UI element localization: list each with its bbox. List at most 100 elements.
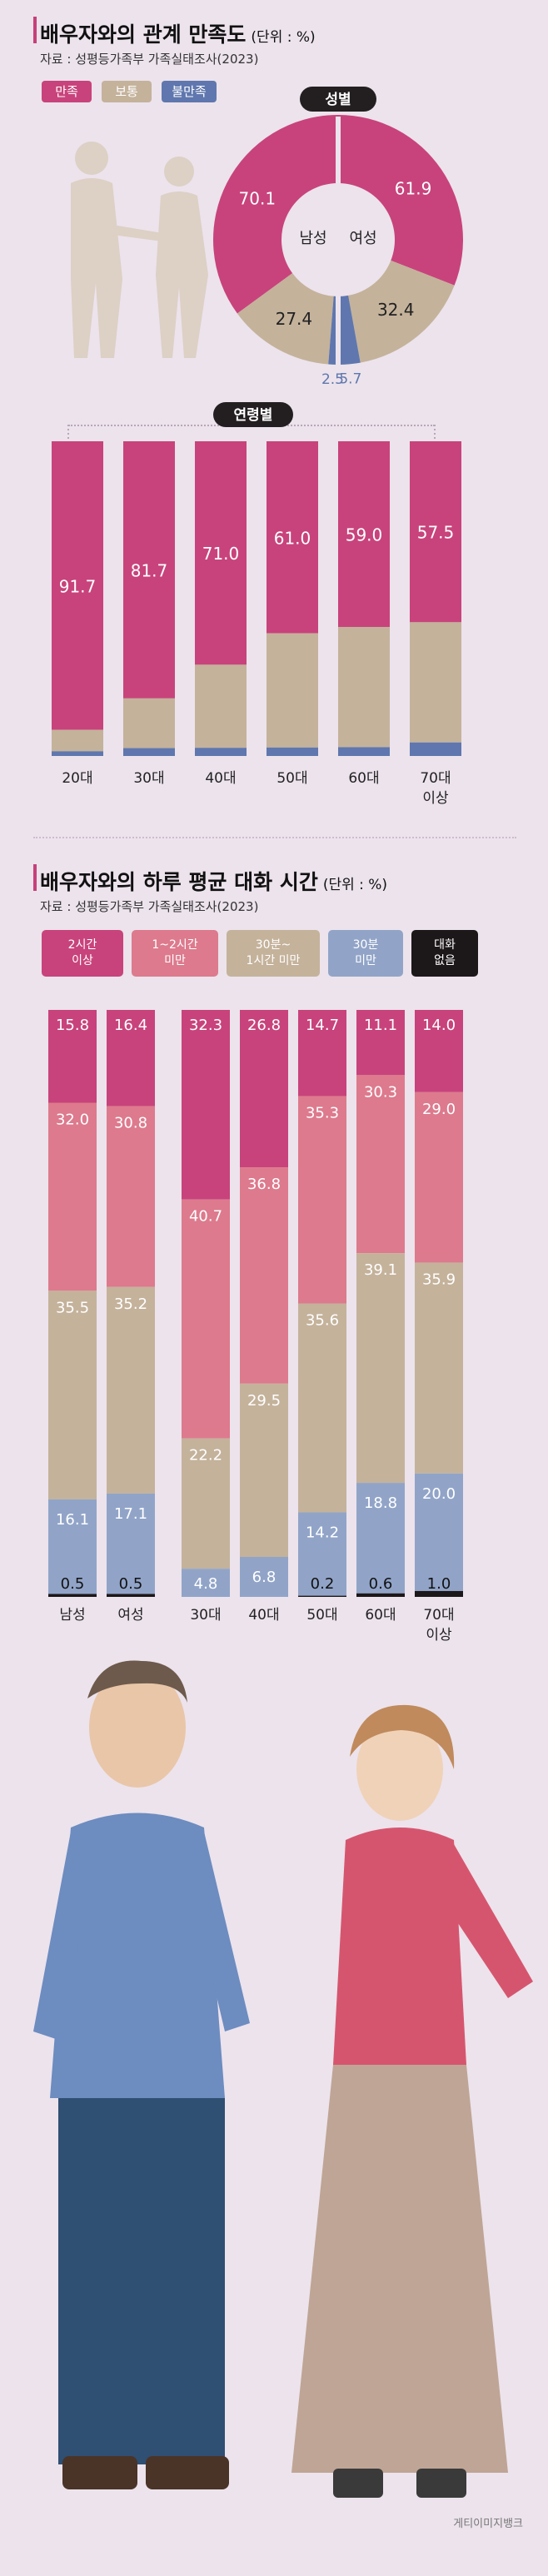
section2-title: 배우자와의 하루 평균 대화 시간 (단위 : %) <box>40 870 388 894</box>
section1-accent-bar <box>33 17 37 43</box>
section1-source: 자료 : 성평등가족부 가족실태조사(2023) <box>40 52 259 67</box>
talk-bar-1-1 <box>107 1106 155 1287</box>
age-bar-5-0 <box>410 441 461 623</box>
talk-category-4: 50대 <box>306 1607 337 1624</box>
talk-bar-1-2 <box>107 1286 155 1494</box>
age-bar-label-3: 61.0 <box>274 528 311 548</box>
age-bar-1-0 <box>123 441 175 699</box>
talk-bar-label-3-3: 6.8 <box>252 1569 276 1586</box>
talk-bar-label-0-3: 16.1 <box>56 1511 89 1529</box>
talk-bar-6-1 <box>415 1092 463 1263</box>
age-satisfaction-chart: 연령별 91.7 20대 81.7 30대 71.0 40대 61.0 50대 59.0 60대 5… <box>52 402 461 807</box>
talk-bar-0-3 <box>48 1499 97 1594</box>
age-bar-0-2 <box>52 751 103 756</box>
talk-bar-label-5-3: 18.8 <box>364 1494 397 1512</box>
section1-title: 배우자와의 관계 만족도 (단위 : %) <box>40 22 316 47</box>
age-category-0: 20대 <box>62 770 92 787</box>
talk-bar-label-2-2: 22.2 <box>189 1447 222 1465</box>
donut-slice-female-0 <box>338 115 463 286</box>
talk-bar-3-0 <box>240 1010 288 1168</box>
age-bar-label-4: 59.0 <box>346 525 383 545</box>
talk-bar-5-1 <box>356 1075 405 1254</box>
talk-bar-5-0 <box>356 1010 405 1076</box>
talk-bar-6-3 <box>415 1473 463 1591</box>
talk-bar-label-1-2: 35.2 <box>114 1295 147 1313</box>
donut-label-female-1: 32.4 <box>377 300 415 320</box>
talk-bar-label-0-4: 0.5 <box>61 1575 85 1593</box>
talk-bar-label-4-1: 35.3 <box>306 1105 339 1122</box>
talk-bar-label-6-2: 35.9 <box>422 1271 456 1288</box>
donut-divider <box>336 117 341 366</box>
talk-bar-label-2-3: 4.8 <box>194 1575 218 1593</box>
watermark: 게티이미지뱅크 <box>453 2518 523 2530</box>
age-category-2: 40대 <box>205 770 236 787</box>
talk-category-1: 여성 <box>117 1607 143 1624</box>
donut-slice-male-0 <box>213 115 338 314</box>
talk-bar-label-4-3: 14.2 <box>306 1524 339 1541</box>
talk-bar-label-4-2: 35.6 <box>306 1312 339 1330</box>
age-bar-2-1 <box>195 664 247 748</box>
age-category-1: 30대 <box>133 770 164 787</box>
section2-unit: (단위 : %) <box>322 877 388 893</box>
talk-bar-4-2 <box>298 1303 346 1513</box>
age-bar-0-0 <box>52 441 103 730</box>
age-label: 연령별 <box>234 406 273 424</box>
legend-30min-1h: 30분~ 1시간 미만 <box>227 930 320 977</box>
talk-bar-1-0 <box>107 1010 155 1106</box>
talk-bar-3-1 <box>240 1167 288 1384</box>
talk-bar-label-5-4: 0.6 <box>369 1575 393 1593</box>
donut-label-female-2: 5.7 <box>339 370 361 387</box>
talk-bar-label-0-1: 32.0 <box>56 1111 89 1129</box>
talk-bar-label-3-2: 29.5 <box>247 1392 281 1410</box>
talk-bar-label-0-2: 35.5 <box>56 1299 89 1316</box>
age-bar-1-2 <box>123 748 175 756</box>
age-bar-3-0 <box>267 441 318 634</box>
talk-category-0: 남성 <box>59 1607 85 1624</box>
gender-donut-chart: 성별 70.1 27.4 2.5 61.9 32.4 5.7 남성 여성 <box>213 87 463 388</box>
talk-bar-0-0 <box>48 1010 97 1103</box>
gender-label: 성별 <box>325 92 351 108</box>
age-bar-4-0 <box>338 441 390 628</box>
talk-bar-label-1-4: 0.5 <box>119 1575 143 1593</box>
age-bar-5-1 <box>410 622 461 743</box>
worried-couple-illustration <box>33 1660 533 2498</box>
donut-label-male-1: 27.4 <box>276 309 313 329</box>
donut-slice-female-1 <box>348 260 455 363</box>
talk-bar-3-2 <box>240 1383 288 1558</box>
age-category-5: 이상 <box>422 790 449 807</box>
talk-category-6: 이상 <box>426 1627 452 1644</box>
section1-unit: (단위 : %) <box>251 29 316 46</box>
age-bar-2-0 <box>195 441 247 665</box>
man-figure <box>33 1660 250 2489</box>
age-bar-5-2 <box>410 742 461 756</box>
section2-accent-bar <box>33 864 37 891</box>
talk-bar-5-4 <box>356 1593 405 1597</box>
age-bar-4-2 <box>338 747 390 756</box>
talk-bar-2-0 <box>182 1010 230 1200</box>
age-bar-0-1 <box>52 729 103 752</box>
talk-bar-label-0-0: 15.8 <box>56 1017 89 1034</box>
talk-bar-2-3 <box>182 1569 230 1597</box>
talk-bar-3-3 <box>240 1557 288 1597</box>
legend-no-conversation: 대화 없음 <box>411 930 478 977</box>
section-divider <box>33 837 516 838</box>
talk-bar-6-2 <box>415 1262 463 1474</box>
talk-bar-label-3-1: 36.8 <box>247 1176 281 1193</box>
talk-bar-0-1 <box>48 1102 97 1291</box>
age-bar-label-2: 71.0 <box>202 544 240 564</box>
donut-slice-female-2 <box>338 295 361 365</box>
talk-bar-0-4 <box>48 1594 97 1597</box>
donut-label-male-0: 70.1 <box>239 189 276 209</box>
donut-slice-male-1 <box>237 273 334 365</box>
talk-bar-1-4 <box>107 1594 155 1597</box>
section2-source: 자료 : 성평등가족부 가족실태조사(2023) <box>40 899 259 914</box>
talk-bar-4-0 <box>298 1010 346 1097</box>
talk-category-3: 40대 <box>248 1607 279 1624</box>
age-bar-label-5: 57.5 <box>417 523 455 543</box>
talk-bar-label-2-0: 32.3 <box>189 1017 222 1034</box>
talk-bar-6-4 <box>415 1590 463 1597</box>
talk-bar-label-1-0: 16.4 <box>114 1017 147 1034</box>
talk-bar-label-1-3: 17.1 <box>114 1505 147 1523</box>
conversation-time-chart: 15.8 32.0 35.5 16.1 0.5 남성 16.4 30.8 35.2 17.1 0.5… <box>48 1010 463 1644</box>
